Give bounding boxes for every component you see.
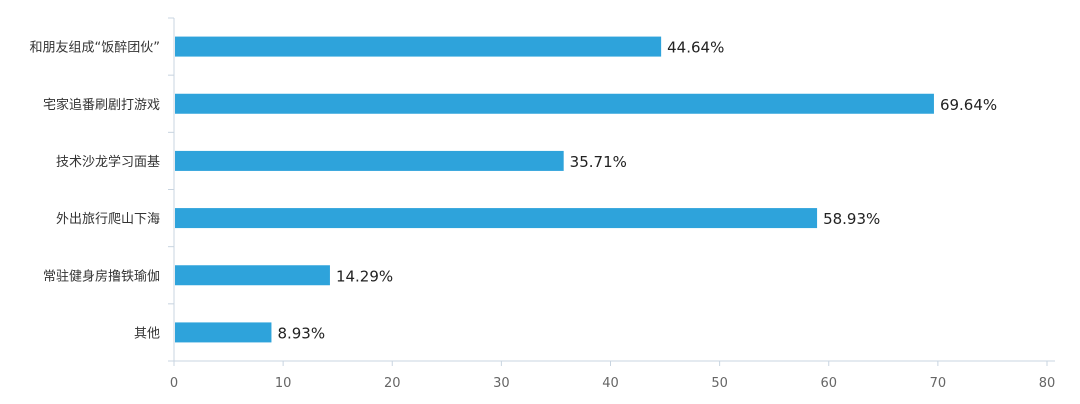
- x-tick-label: 20: [384, 376, 401, 391]
- data-label: 14.29%: [336, 267, 393, 285]
- value-labels: 44.64% 69.64% 35.71% 58.93% 14.29% 8.93%: [277, 39, 997, 343]
- category-label: 常驻健身房撸铁瑜伽: [43, 268, 160, 284]
- bar: [175, 150, 564, 171]
- data-label: 35.71%: [570, 153, 627, 171]
- data-label: 8.93%: [277, 324, 325, 342]
- bar: [175, 93, 934, 114]
- data-label: 58.93%: [823, 210, 880, 228]
- x-tick-label: 50: [711, 376, 728, 391]
- x-tick-label: 60: [820, 376, 837, 391]
- chart-bars: [175, 36, 934, 343]
- bar: [175, 322, 272, 343]
- x-tick-label: 40: [602, 376, 619, 391]
- x-tick-label: 10: [275, 376, 292, 391]
- chart-axes: [168, 17, 1055, 366]
- category-labels: 和朋友组成“饭醉团伙” 宅家追番刷剧打游戏技术沙龙学习面基外出旅行爬山下海常驻健身…: [30, 40, 160, 342]
- bar: [175, 265, 330, 286]
- x-tick-label: 80: [1039, 376, 1056, 391]
- bar: [175, 36, 662, 57]
- category-label: 宅家追番刷剧打游戏: [43, 97, 160, 113]
- category-label: 外出旅行爬山下海: [56, 212, 160, 227]
- data-label: 44.64%: [667, 39, 724, 57]
- category-label: 技术沙龙学习面基: [56, 154, 160, 170]
- x-tick-label: 30: [493, 376, 510, 391]
- x-tick-label: 0: [170, 376, 178, 391]
- x-tick-labels: 0 10 20 30 40 50 60 70 80: [170, 376, 1055, 391]
- category-label: 其他: [134, 326, 160, 341]
- bar: [175, 208, 818, 229]
- data-label: 69.64%: [940, 96, 997, 114]
- category-label: 和朋友组成“饭醉团伙”: [30, 40, 160, 56]
- x-tick-label: 70: [930, 376, 947, 391]
